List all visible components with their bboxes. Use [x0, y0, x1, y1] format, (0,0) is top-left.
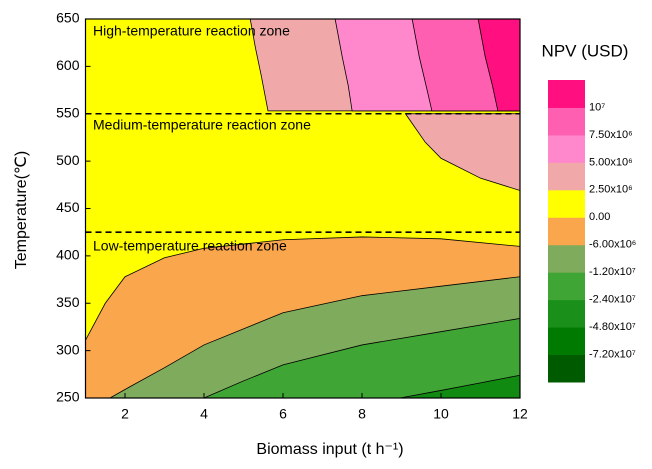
colorbar-box	[548, 134, 585, 163]
zone-label: High-temperature reaction zone	[93, 23, 290, 39]
y-tick-label: 300	[56, 341, 80, 357]
colorbar-box	[548, 80, 585, 108]
x-tick-label: 4	[200, 406, 208, 422]
colorbar-label: 10⁷	[589, 101, 605, 113]
colorbar-box	[548, 217, 585, 246]
colorbar-label: -7.20x10⁷	[589, 348, 636, 360]
contour-region	[477, 19, 520, 112]
x-tick-label: 12	[512, 406, 528, 422]
colorbar-box	[548, 354, 585, 383]
colorbar-label: -1.20x10⁷	[589, 266, 636, 278]
x-tick-label: 8	[358, 406, 366, 422]
colorbar-label: 2.50x10⁶	[589, 184, 633, 196]
colorbar-box	[548, 244, 585, 273]
x-axis-label: Biomass input (t h⁻¹)	[256, 441, 403, 458]
y-tick-label: 450	[56, 199, 80, 215]
plot-area	[84, 18, 521, 399]
y-tick-label: 550	[56, 104, 80, 120]
y-tick-label: 600	[56, 57, 80, 73]
y-tick-label: 250	[56, 389, 80, 405]
colorbar-box	[548, 189, 585, 218]
colorbar-box	[548, 162, 585, 191]
y-tick-label: 650	[56, 10, 80, 26]
colorbar-label: -4.80x10⁷	[589, 321, 636, 333]
zone-label: Low-temperature reaction zone	[93, 238, 287, 254]
colorbar-label: 0.00	[589, 211, 610, 223]
colorbar-label: 5.00x10⁶	[589, 156, 633, 168]
colorbar-label: -6.00x10⁶	[589, 239, 636, 251]
y-axis-label: Temperature(℃)	[13, 151, 30, 269]
colorbar-title: NPV (USD)	[542, 41, 629, 60]
x-tick-label: 6	[279, 406, 287, 422]
colorbar-label: 7.50x10⁶	[589, 129, 633, 141]
y-tick-label: 500	[56, 152, 80, 168]
colorbar-label: -2.40x10⁷	[589, 294, 636, 306]
colorbar-box	[548, 327, 585, 356]
regions	[85, 19, 520, 398]
contour-region	[203, 318, 520, 398]
y-tick-label: 400	[56, 247, 80, 263]
colorbar-box	[548, 299, 585, 328]
x-tick-label: 2	[121, 406, 129, 422]
y-tick-label: 350	[56, 294, 80, 310]
contour-region	[404, 113, 520, 191]
colorbar-box	[548, 272, 585, 301]
contour-region	[399, 374, 520, 398]
x-tick-label: 10	[433, 406, 449, 422]
zone-label: Medium-temperature reaction zone	[93, 117, 311, 133]
colorbar-box	[548, 107, 585, 136]
